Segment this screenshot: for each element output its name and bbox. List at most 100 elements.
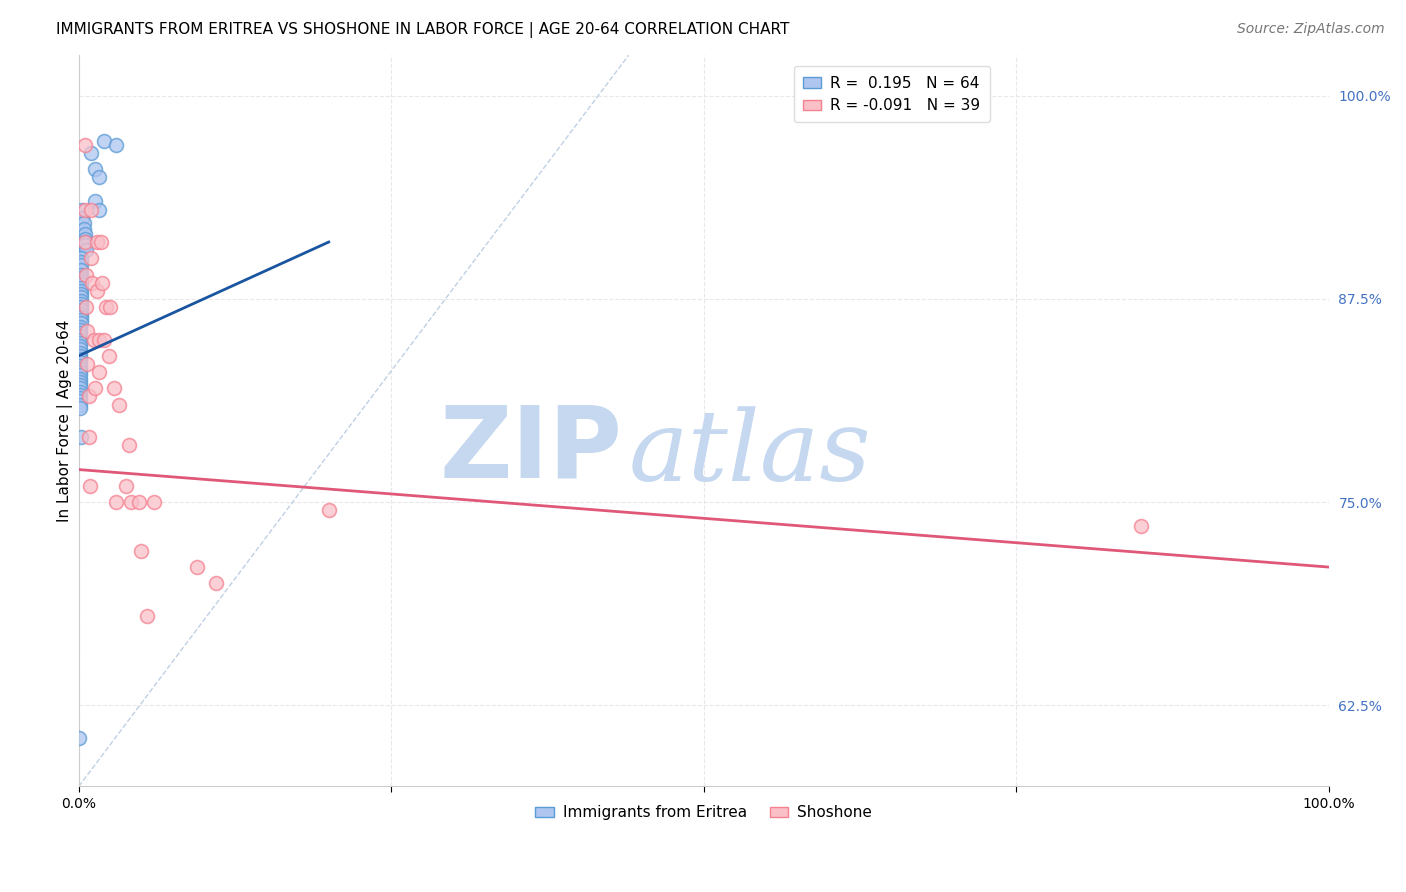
Point [87,365,110,379]
Point [83,333,105,347]
Point [69,343,91,357]
Point [115,479,138,493]
Point [69,355,91,369]
Point [70,316,93,330]
Point [69,345,91,359]
Point [98,300,121,314]
Point [69,323,91,337]
Point [93,333,115,347]
Point [79,479,101,493]
Point [69,361,91,376]
Point [84,161,107,176]
Point [70,300,93,314]
Point [118,438,141,452]
Point [72,202,94,217]
Point [69,381,91,395]
Point [69,371,91,385]
Point [72,211,94,225]
Point [70,258,93,272]
Point [80,202,103,217]
Point [76,357,98,371]
Point [67,731,90,745]
Point [318,503,340,517]
Point [70,262,93,277]
Point [70,254,93,268]
Point [86,235,108,249]
Point [69,333,91,347]
Point [97,349,120,363]
Point [73,235,96,249]
Legend: Immigrants from Eritrea, Shoshone: Immigrants from Eritrea, Shoshone [529,799,879,826]
Point [70,277,93,292]
Point [69,401,91,415]
Point [69,368,91,383]
Point [87,169,110,184]
Point [73,235,96,249]
Point [70,303,93,318]
Point [80,252,103,266]
Point [129,544,152,558]
Y-axis label: In Labor Force | Age 20-64: In Labor Force | Age 20-64 [58,319,73,522]
Point [120,495,142,509]
Point [69,352,91,367]
Point [69,375,91,389]
Point [80,145,103,160]
Point [70,287,93,301]
Point [87,333,110,347]
Point [73,222,96,236]
Point [69,365,91,379]
Point [77,389,100,403]
Point [107,398,129,412]
Point [84,194,107,209]
Point [69,384,91,399]
Text: IMMIGRANTS FROM ERITREA VS SHOSHONE IN LABOR FORCE | AGE 20-64 CORRELATION CHART: IMMIGRANTS FROM ERITREA VS SHOSHONE IN L… [56,22,790,38]
Point [87,202,110,217]
Point [69,398,91,412]
Point [73,202,96,217]
Point [69,329,91,343]
Point [86,284,108,298]
Point [90,235,112,249]
Point [69,391,91,405]
Point [136,608,159,623]
Point [73,232,96,246]
Point [70,280,93,294]
Point [75,300,97,314]
Point [70,290,93,304]
Point [91,276,114,290]
Point [70,430,93,444]
Point [70,313,93,327]
Point [69,326,91,340]
Point [69,388,91,402]
Text: atlas: atlas [628,406,872,501]
Point [70,252,93,266]
Point [186,560,208,574]
Point [69,339,91,353]
Point [69,359,91,373]
Point [69,349,91,363]
Point [69,394,91,409]
Point [1130,519,1153,533]
Point [70,284,93,298]
Point [75,268,97,282]
Point [70,274,93,288]
Point [96,300,118,314]
Point [73,137,96,152]
Text: Source: ZipAtlas.com: Source: ZipAtlas.com [1237,22,1385,37]
Point [69,319,91,334]
Point [77,430,100,444]
Point [70,307,93,321]
Point [205,576,228,591]
Point [76,325,98,339]
Point [105,137,128,152]
Point [105,495,128,509]
Point [69,378,91,392]
Point [75,243,97,257]
Point [70,297,93,311]
Point [73,215,96,229]
Point [70,268,93,282]
Point [73,238,96,252]
Point [128,495,150,509]
Point [93,134,115,148]
Point [73,227,96,241]
